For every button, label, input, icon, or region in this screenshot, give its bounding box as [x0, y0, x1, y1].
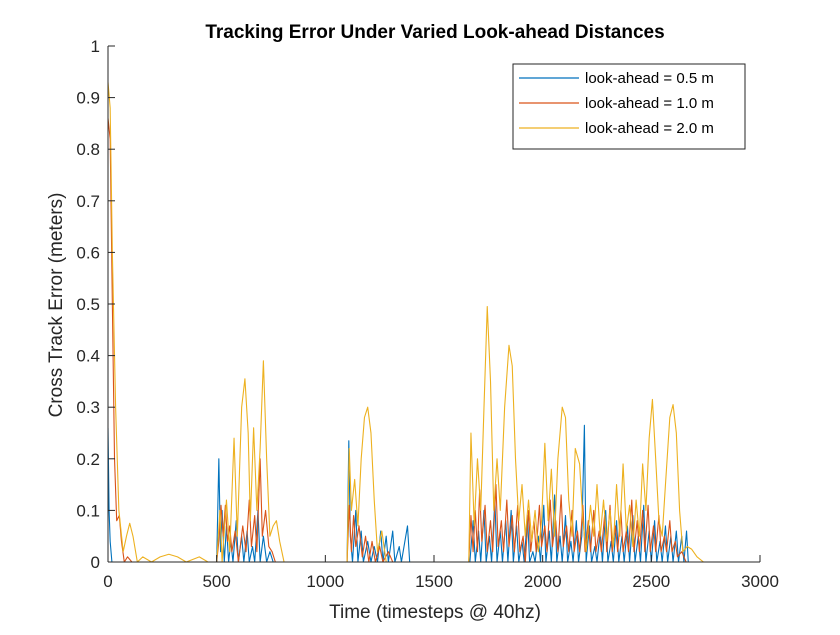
- x-tick-label: 500: [202, 572, 230, 591]
- y-tick-label: 0.7: [76, 192, 100, 211]
- x-tick-label: 2500: [632, 572, 670, 591]
- y-tick-label: 0.2: [76, 450, 100, 469]
- y-tick-label: 0.5: [76, 295, 100, 314]
- y-tick-label: 0.1: [76, 501, 100, 520]
- y-tick-label: 0.6: [76, 243, 100, 262]
- x-tick-label: 2000: [524, 572, 562, 591]
- y-tick-label: 1: [91, 37, 100, 56]
- y-tick-label: 0.3: [76, 398, 100, 417]
- x-tick-label: 0: [103, 572, 112, 591]
- chart-title: Tracking Error Under Varied Look-ahead D…: [205, 22, 664, 43]
- x-tick-label: 1500: [415, 572, 453, 591]
- y-tick-label: 0: [91, 553, 100, 572]
- y-tick-label: 0.9: [76, 89, 100, 108]
- y-tick-label: 0.4: [76, 347, 100, 366]
- legend: look-ahead = 0.5 m look-ahead = 1.0 m look…: [512, 63, 746, 150]
- series-line-3: [108, 82, 717, 562]
- legend-label: look-ahead = 2.0 m: [585, 120, 714, 137]
- legend-label: look-ahead = 1.0 m: [585, 95, 714, 112]
- x-tick-label: 1000: [306, 572, 344, 591]
- x-tick-label: 3000: [741, 572, 779, 591]
- legend-label: look-ahead = 0.5 m: [585, 70, 714, 87]
- y-tick-label: 0.8: [76, 140, 100, 159]
- series-line-2: [108, 118, 717, 562]
- x-axis-label: Time (timesteps @ 40hz): [329, 602, 541, 623]
- plot-area: 0 500 1000 1500 2000 2500 3000 0 0.1 0.2 0.3 0.4 0.5…: [76, 37, 779, 591]
- y-axis-label: Cross Track Error (meters): [46, 193, 67, 418]
